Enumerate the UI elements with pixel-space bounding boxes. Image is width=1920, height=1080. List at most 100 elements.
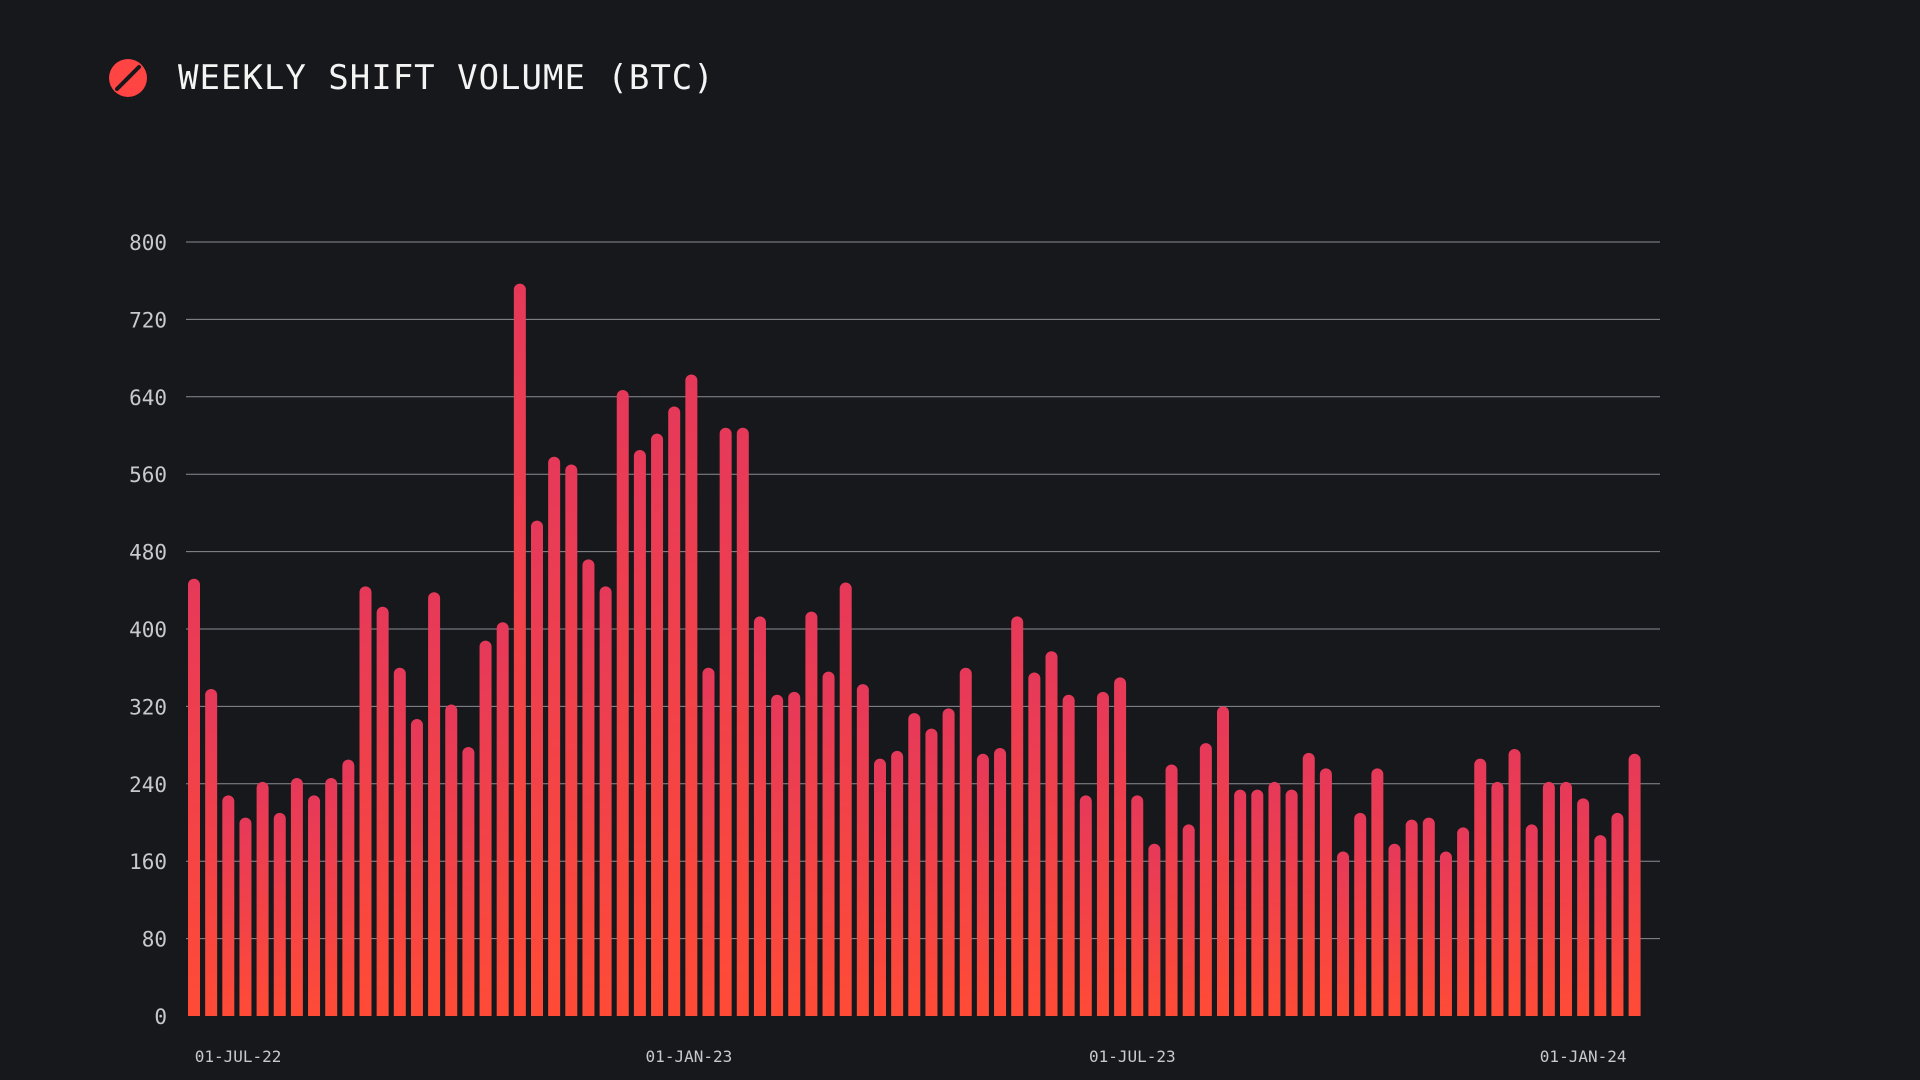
bar-week-23 (565, 464, 578, 1016)
x-tick-label: 01-JAN-23 (646, 1047, 733, 1066)
bar-week-25 (599, 586, 612, 1016)
y-tick-label: 80 (142, 928, 167, 952)
gridlines (186, 241, 1660, 940)
bar-week-65 (1285, 789, 1298, 1016)
bar-week-24 (582, 559, 595, 1016)
bar-week-11 (359, 586, 372, 1016)
x-tick-label: 01-JUL-23 (1089, 1047, 1176, 1066)
bar-week-15 (428, 592, 441, 1016)
bar-week-42 (891, 750, 904, 1016)
slashed-circle-logo-icon (109, 59, 147, 97)
bar-week-43 (908, 713, 921, 1016)
bar-week-76 (1474, 758, 1487, 1016)
bar-week-77 (1491, 781, 1504, 1016)
bar-week-33 (736, 427, 749, 1016)
bar-week-56 (1131, 795, 1144, 1016)
bar-week-62 (1234, 789, 1247, 1016)
bar-week-82 (1577, 798, 1590, 1016)
bar-week-80 (1542, 781, 1555, 1016)
bar-week-53 (1079, 795, 1092, 1016)
bar-week-81 (1560, 781, 1572, 1016)
bar-week-5 (256, 781, 269, 1016)
bar-week-4 (239, 817, 252, 1016)
bar-week-57 (1148, 843, 1161, 1016)
bar-week-73 (1422, 817, 1435, 1016)
chart-header: WEEKLY SHIFT VOLUME (BTC) (108, 56, 715, 100)
bar-week-72 (1405, 819, 1418, 1016)
bar-week-75 (1457, 827, 1470, 1016)
bar-week-30 (685, 374, 698, 1016)
y-axis-labels: 0 80 160 240 320 400 480 560 640 720 800 (129, 231, 167, 1029)
bar-week-63 (1251, 789, 1264, 1016)
bar-week-50 (1028, 672, 1041, 1016)
bar-week-29 (668, 406, 681, 1017)
bar-week-40 (856, 684, 869, 1016)
bar-week-19 (496, 622, 509, 1016)
bars (188, 283, 1641, 1017)
bar-week-14 (410, 718, 423, 1016)
y-tick-label: 800 (129, 231, 167, 255)
bar-week-48 (994, 748, 1007, 1016)
bar-week-45 (942, 708, 955, 1016)
bar-week-41 (874, 758, 886, 1016)
y-tick-label: 160 (129, 850, 167, 874)
bar-week-66 (1302, 752, 1315, 1016)
bar-week-46 (959, 667, 972, 1016)
bar-week-34 (753, 616, 766, 1016)
bar-week-26 (616, 390, 629, 1016)
bar-week-70 (1371, 768, 1384, 1016)
bar-week-58 (1165, 764, 1178, 1016)
bar-week-32 (719, 427, 732, 1016)
x-tick-label: 01-JAN-24 (1540, 1047, 1627, 1066)
bar-week-9 (325, 777, 338, 1016)
bar-week-68 (1337, 851, 1350, 1016)
y-tick-label: 400 (129, 618, 167, 642)
bar-week-38 (822, 671, 835, 1016)
y-tick-label: 560 (129, 463, 167, 487)
bar-week-52 (1062, 694, 1075, 1016)
bar-week-44 (925, 728, 938, 1016)
y-tick-label: 320 (129, 695, 167, 719)
bar-week-3 (222, 795, 235, 1016)
bar-week-36 (788, 691, 801, 1016)
x-tick-label: 01-JUL-22 (195, 1047, 282, 1066)
bar-week-64 (1268, 781, 1281, 1016)
bar-week-39 (839, 582, 852, 1016)
bar-week-6 (273, 812, 286, 1016)
bar-week-37 (805, 611, 818, 1016)
bar-week-17 (462, 747, 475, 1016)
bar-week-60 (1199, 743, 1212, 1016)
bar-week-35 (771, 694, 784, 1016)
y-tick-label: 240 (129, 773, 167, 797)
bar-week-8 (308, 795, 321, 1016)
bar-week-22 (548, 456, 561, 1016)
bar-week-1 (188, 578, 200, 1016)
bar-week-27 (633, 450, 646, 1016)
bar-week-79 (1525, 824, 1538, 1016)
bar-week-7 (290, 777, 303, 1016)
bar-week-12 (376, 606, 389, 1016)
bar-week-16 (445, 704, 458, 1016)
bar-week-84 (1611, 812, 1624, 1016)
bar-week-47 (976, 753, 989, 1016)
bar-week-18 (479, 640, 492, 1016)
bar-week-20 (513, 283, 526, 1016)
bar-week-71 (1388, 843, 1401, 1016)
y-tick-label: 640 (129, 386, 167, 410)
bar-week-85 (1628, 753, 1641, 1016)
y-tick-label: 0 (154, 1005, 167, 1029)
bar-week-28 (651, 433, 664, 1016)
bar-week-2 (205, 688, 218, 1016)
bar-week-83 (1594, 835, 1607, 1016)
bar-week-13 (393, 667, 406, 1016)
bar-week-74 (1439, 851, 1452, 1016)
bar-week-67 (1319, 768, 1332, 1016)
chart-title: WEEKLY SHIFT VOLUME (BTC) (178, 58, 715, 98)
bar-week-54 (1096, 691, 1109, 1016)
bar-week-51 (1045, 651, 1058, 1016)
bar-week-31 (702, 667, 715, 1016)
bar-week-61 (1217, 706, 1229, 1016)
y-tick-label: 720 (129, 308, 167, 332)
y-tick-label: 480 (129, 541, 167, 565)
